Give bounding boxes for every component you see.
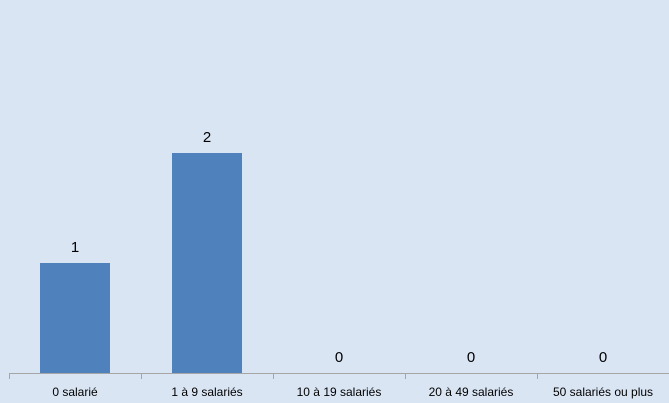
x-axis-tick-label: 1 à 9 salariés [171,385,242,399]
x-axis-tick-label: 10 à 19 salariés [297,385,382,399]
x-axis-tick-labels-group: 0 salarié 1 à 9 salariés 10 à 19 salariés 2… [52,385,653,399]
x-axis-tick-label: 20 à 49 salariés [429,385,514,399]
bar-data-label: 0 [599,349,607,366]
bar-data-label: 2 [203,129,211,146]
bar-data-label: 0 [467,349,475,366]
x-axis-tick-label: 0 salarié [52,385,98,399]
bar-data-label: 1 [71,239,79,256]
bars-group [40,153,242,373]
x-axis-tick-label: 50 salariés ou plus [553,385,653,399]
x-axis-ticks-group [9,373,538,379]
bar [172,153,242,373]
bar [40,263,110,373]
data-labels-group: 1 2 0 0 0 [71,129,607,366]
bar-data-label: 0 [335,349,343,366]
